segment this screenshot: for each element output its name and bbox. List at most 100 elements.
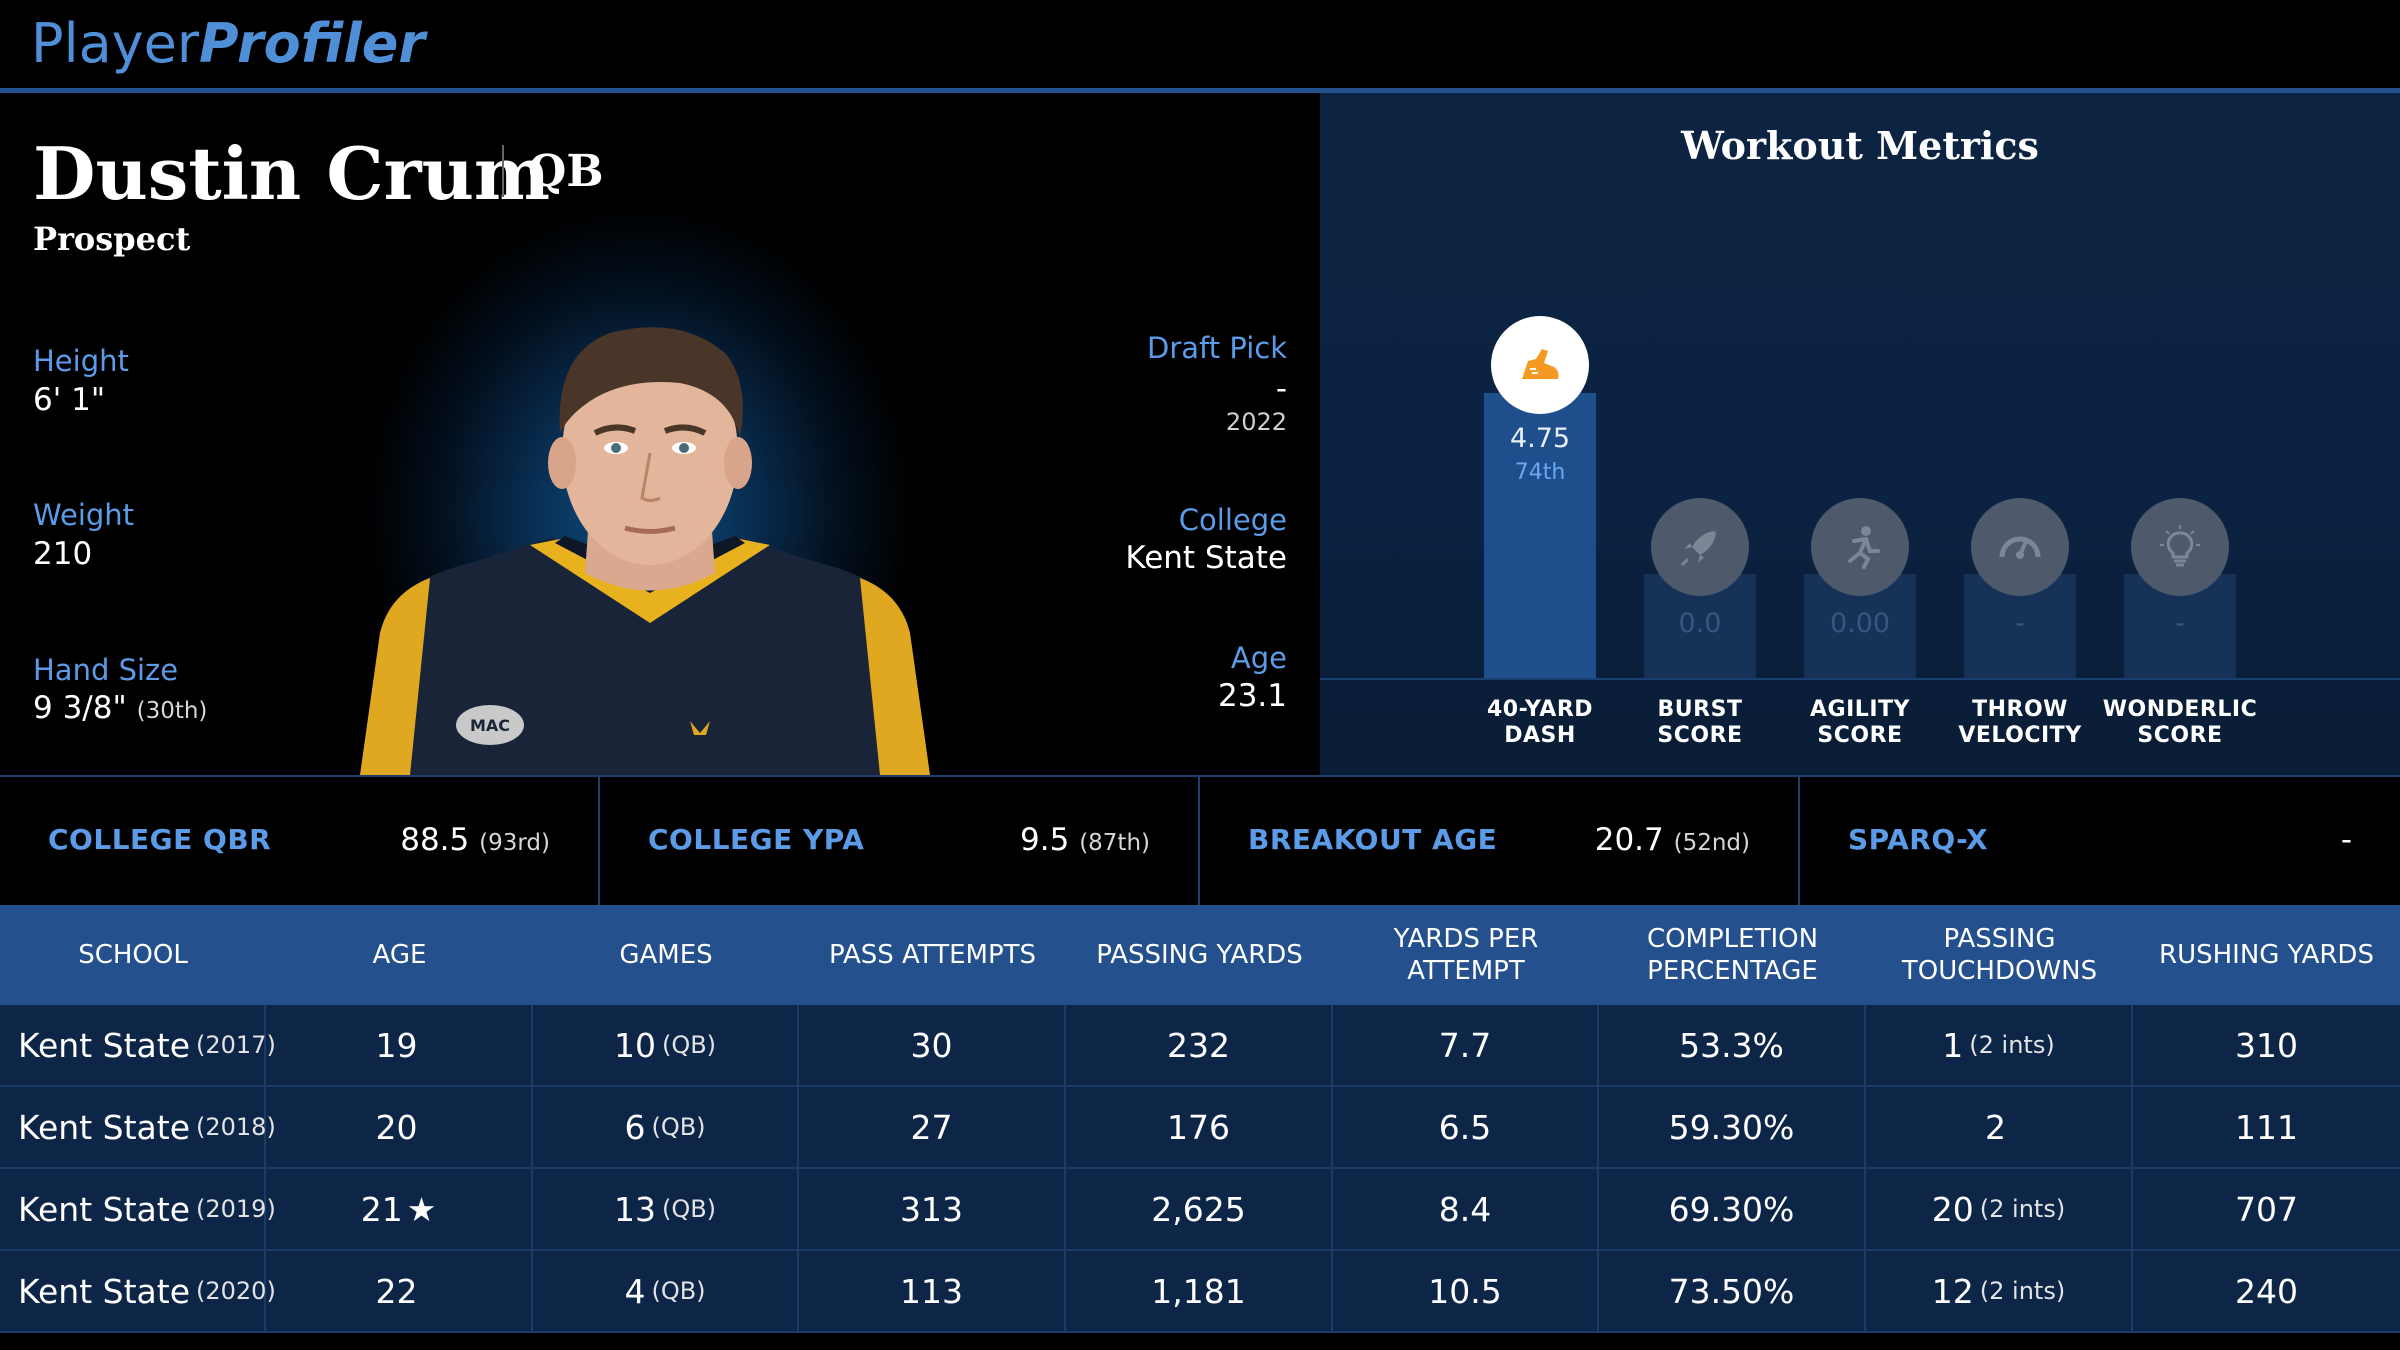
cell-passing-yards: 232 [1066, 1005, 1333, 1085]
metrics-baseline [1320, 678, 2400, 680]
cell-passing-touchdowns: 2 [1866, 1087, 2133, 1167]
cell-games: 10 (QB) [533, 1005, 799, 1085]
column-header-passing-yards[interactable]: PASSING YARDS [1096, 940, 1303, 970]
burst-score-badge[interactable] [1651, 498, 1749, 596]
throw-velocity-badge[interactable] [1971, 498, 2069, 596]
height-value: 6' 1" [33, 382, 106, 418]
college-value: Kent State [1125, 540, 1287, 576]
wonderlic-score-label: WONDERLIC SCORE [2102, 697, 2258, 748]
cell-passing-yards: 1,181 [1066, 1251, 1333, 1331]
column-header-games[interactable]: GAMES [619, 940, 713, 970]
cell-pass-attempts: 313 [799, 1169, 1066, 1249]
forty-yard-dash-badge[interactable] [1491, 316, 1589, 414]
forty-yard-dash-label: 40-YARD DASH [1486, 697, 1594, 748]
column-header-completion-percentage[interactable]: COMPLETION PERCENTAGE [1646, 924, 1819, 986]
column-header-passing-touchdowns[interactable]: PASSING TOUCHDOWNS [1901, 924, 2098, 986]
stat-divider [1198, 777, 1200, 905]
draft-pick-value: - [1275, 371, 1287, 407]
cell-passing-touchdowns: 1 (2 ints) [1866, 1005, 2133, 1085]
player-position: QB [528, 146, 604, 197]
forty-yard-dash-value: 4.75 [1509, 423, 1571, 454]
speedometer-icon [1999, 536, 2041, 559]
cell-age: 22 [266, 1251, 533, 1331]
table-row[interactable]: Kent State (2018) 20 6 (QB) 27 176 6.5 59.… [0, 1087, 2400, 1169]
wonderlic-score-badge[interactable] [2131, 498, 2229, 596]
stat-college-qbr[interactable]: COLLEGE QBR 88.5 (93rd) [48, 822, 550, 858]
stat-college-ypa[interactable]: COLLEGE YPA 9.5 (87th) [648, 822, 1150, 858]
column-header-yards-per-attempt[interactable]: YARDS PER ATTEMPT [1393, 924, 1539, 986]
workout-metrics-title: Workout Metrics [1681, 123, 2039, 168]
cell-games: 4 (QB) [533, 1251, 799, 1331]
throw-velocity-label: THROW VELOCITY [1958, 697, 2082, 748]
player-photo: MAC [360, 327, 930, 775]
cell-pass-attempts: 27 [799, 1087, 1066, 1167]
table-row[interactable]: Kent State (2017) 19 10 (QB) 30 232 7.7 53… [0, 1005, 2400, 1087]
stat-sparq-x[interactable]: SPARQ-X - [1848, 822, 2352, 858]
column-header-school[interactable]: SCHOOL [78, 940, 188, 970]
age-label: Age [1230, 641, 1287, 675]
table-row[interactable]: Kent State (2019) 21 ★ 13 (QB) 313 2,625 8.… [0, 1169, 2400, 1251]
agility-score-badge[interactable] [1811, 498, 1909, 596]
draft-year: 2022 [1225, 408, 1287, 436]
table-row[interactable]: Kent State (2020) 22 4 (QB) 113 1,181 10.5… [0, 1251, 2400, 1333]
college-label: College [1178, 503, 1287, 537]
cell-passing-touchdowns: 12 (2 ints) [1866, 1251, 2133, 1331]
cell-rushing-yards: 240 [2235, 1271, 2298, 1311]
rocket-icon [1680, 531, 1716, 567]
forty-yard-dash-bar[interactable] [1484, 393, 1596, 678]
cell-yards-per-attempt: 8.4 [1333, 1169, 1599, 1249]
cell-completion-percentage: 59.30% [1599, 1087, 1866, 1167]
burst-score-value: 0.0 [1678, 608, 1722, 639]
cell-passing-yards: 176 [1066, 1087, 1333, 1167]
cell-yards-per-attempt: 10.5 [1333, 1251, 1599, 1331]
cell-age: 19 [266, 1005, 533, 1085]
stat-divider [598, 777, 600, 905]
player-card: Dustin Crum QB Prospect Height 6' 1" Wei… [0, 93, 1320, 775]
cell-completion-percentage: 53.3% [1599, 1005, 1866, 1085]
weight-label: Weight [33, 498, 135, 532]
player-name: Dustin Crum [33, 131, 551, 216]
stat-divider [1798, 777, 1800, 905]
agility-score-value: 0.00 [1829, 608, 1891, 639]
cell-school: Kent State (2020) [0, 1251, 276, 1331]
jersey-logo: MAC [470, 716, 510, 735]
player-status: Prospect [33, 220, 191, 258]
lightbulb-icon [2160, 525, 2200, 567]
cell-yards-per-attempt: 6.5 [1333, 1087, 1599, 1167]
forty-yard-dash-percentile: 74th [1514, 460, 1566, 485]
stat-breakout-age[interactable]: BREAKOUT AGE 20.7 (52nd) [1248, 822, 1750, 858]
breakout-star-icon: ★ [406, 1189, 437, 1229]
cell-age: 21 ★ [266, 1169, 533, 1249]
cell-yards-per-attempt: 7.7 [1333, 1005, 1599, 1085]
cell-rushing-yards: 707 [2235, 1189, 2298, 1229]
cell-completion-percentage: 69.30% [1599, 1169, 1866, 1249]
age-value: 23.1 [1217, 678, 1287, 714]
cell-games: 6 (QB) [533, 1087, 799, 1167]
brand-logo[interactable]: PlayerProfiler [31, 12, 425, 75]
cell-rushing-yards: 111 [2235, 1107, 2298, 1147]
cell-games: 13 (QB) [533, 1169, 799, 1249]
cell-school: Kent State (2017) [0, 1005, 276, 1085]
height-label: Height [33, 344, 129, 378]
cell-completion-percentage: 73.50% [1599, 1251, 1866, 1331]
weight-value: 210 [33, 536, 93, 572]
top-bar: PlayerProfiler [0, 0, 2400, 93]
throw-velocity-value: - [2015, 608, 2025, 639]
column-header-rushing-yards[interactable]: RUSHING YARDS [2159, 940, 2374, 970]
wonderlic-score-value: - [2175, 608, 2185, 639]
hand-size-label: Hand Size [33, 653, 179, 687]
cell-pass-attempts: 30 [799, 1005, 1066, 1085]
cell-age: 20 [266, 1087, 533, 1167]
name-divider [502, 145, 504, 197]
cell-pass-attempts: 113 [799, 1251, 1066, 1331]
column-header-pass-attempts[interactable]: PASS ATTEMPTS [828, 940, 1037, 970]
column-header-age[interactable]: AGE [372, 940, 427, 970]
cell-passing-yards: 2,625 [1066, 1169, 1333, 1249]
hand-size-value: 9 3/8" (30th) [33, 690, 208, 726]
table-header: SCHOOL AGE GAMES PASS ATTEMPTS PASSING Y… [0, 905, 2400, 1005]
workout-metrics-panel: Workout Metrics 4.75 74th 40-YARD DASH 0.… [1320, 93, 2400, 775]
agility-score-label: AGILITY SCORE [1810, 697, 1910, 748]
cell-school: Kent State (2018) [0, 1087, 276, 1167]
cell-school: Kent State (2019) [0, 1169, 276, 1249]
cell-rushing-yards: 310 [2235, 1025, 2298, 1065]
